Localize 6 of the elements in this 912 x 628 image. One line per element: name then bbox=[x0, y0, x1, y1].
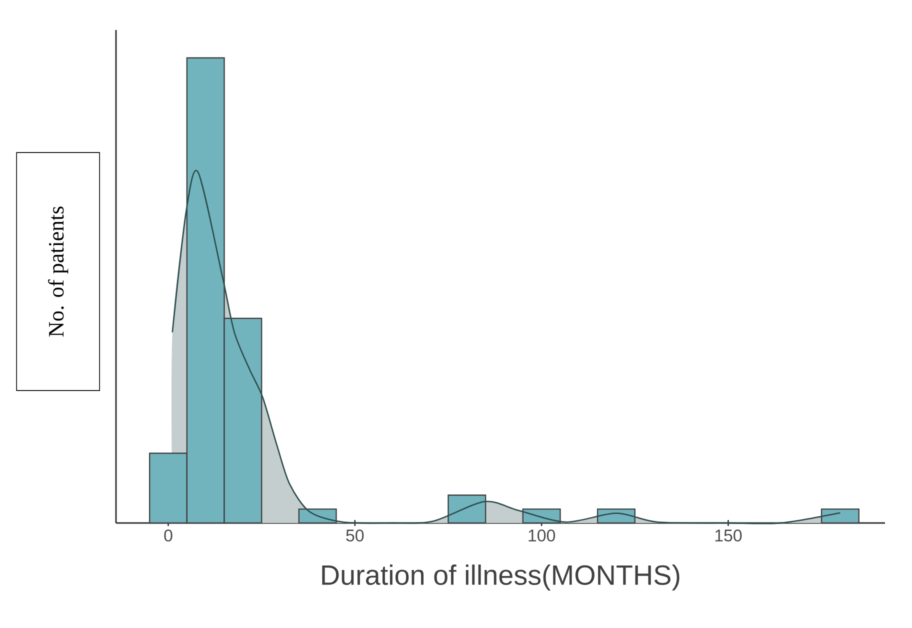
y-axis-title: No. of patients bbox=[48, 206, 68, 337]
x-tick-label: 100 bbox=[528, 530, 556, 542]
x-tick-label: 0 bbox=[164, 530, 172, 542]
x-tick-label: 50 bbox=[346, 530, 364, 542]
x-axis-title: Duration of illness(MONTHS) bbox=[322, 564, 680, 591]
x-tick-label: 150 bbox=[715, 530, 742, 542]
